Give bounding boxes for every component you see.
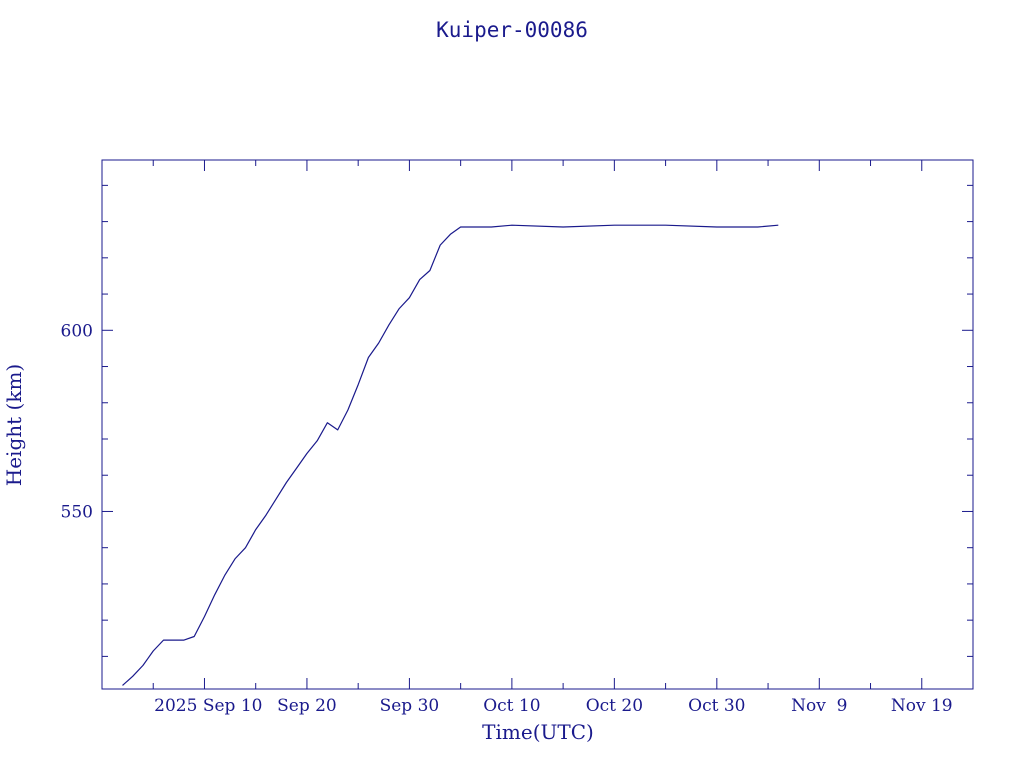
x-axis-label: Time(UTC) bbox=[482, 720, 594, 744]
chart-title: Kuiper-00086 bbox=[436, 18, 588, 42]
x-tick-label: Sep 20 bbox=[277, 696, 337, 716]
x-tick-label: Oct 10 bbox=[483, 696, 540, 716]
x-tick-label: Oct 30 bbox=[688, 696, 745, 716]
plot-frame bbox=[101, 159, 974, 690]
x-tick-label: 2025 Sep 10 bbox=[154, 696, 262, 716]
tick-marks bbox=[102, 160, 973, 689]
series-line-height bbox=[122, 224, 779, 686]
x-tick-labels: 2025 Sep 10 Sep 20 Sep 30 Oct 10 Oct 20 Oct 3… bbox=[154, 696, 952, 716]
x-tick-label: Oct 20 bbox=[586, 696, 643, 716]
x-tick-label: Sep 30 bbox=[380, 696, 440, 716]
x-tick-label: Nov 19 bbox=[891, 696, 953, 716]
y-axis-label: Height (km) bbox=[2, 364, 26, 486]
y-tick-labels: 550 600 bbox=[61, 321, 93, 522]
y-tick-label: 600 bbox=[61, 321, 93, 341]
y-tick-label: 550 bbox=[61, 502, 93, 522]
x-tick-label: Nov 9 bbox=[791, 696, 847, 716]
series-layer bbox=[122, 224, 779, 686]
